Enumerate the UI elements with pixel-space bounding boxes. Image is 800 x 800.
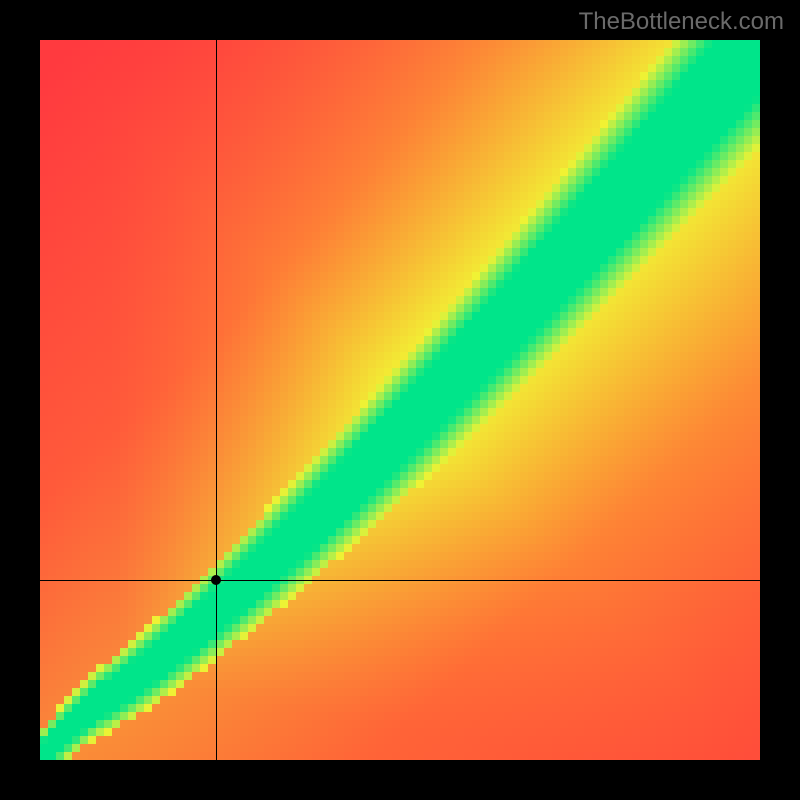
data-point-dot	[211, 575, 221, 585]
watermark-text: TheBottleneck.com	[579, 8, 784, 36]
heatmap-plot	[40, 40, 760, 760]
crosshair-vertical	[216, 40, 217, 760]
crosshair-horizontal	[40, 580, 760, 581]
heatmap-canvas	[40, 40, 760, 760]
